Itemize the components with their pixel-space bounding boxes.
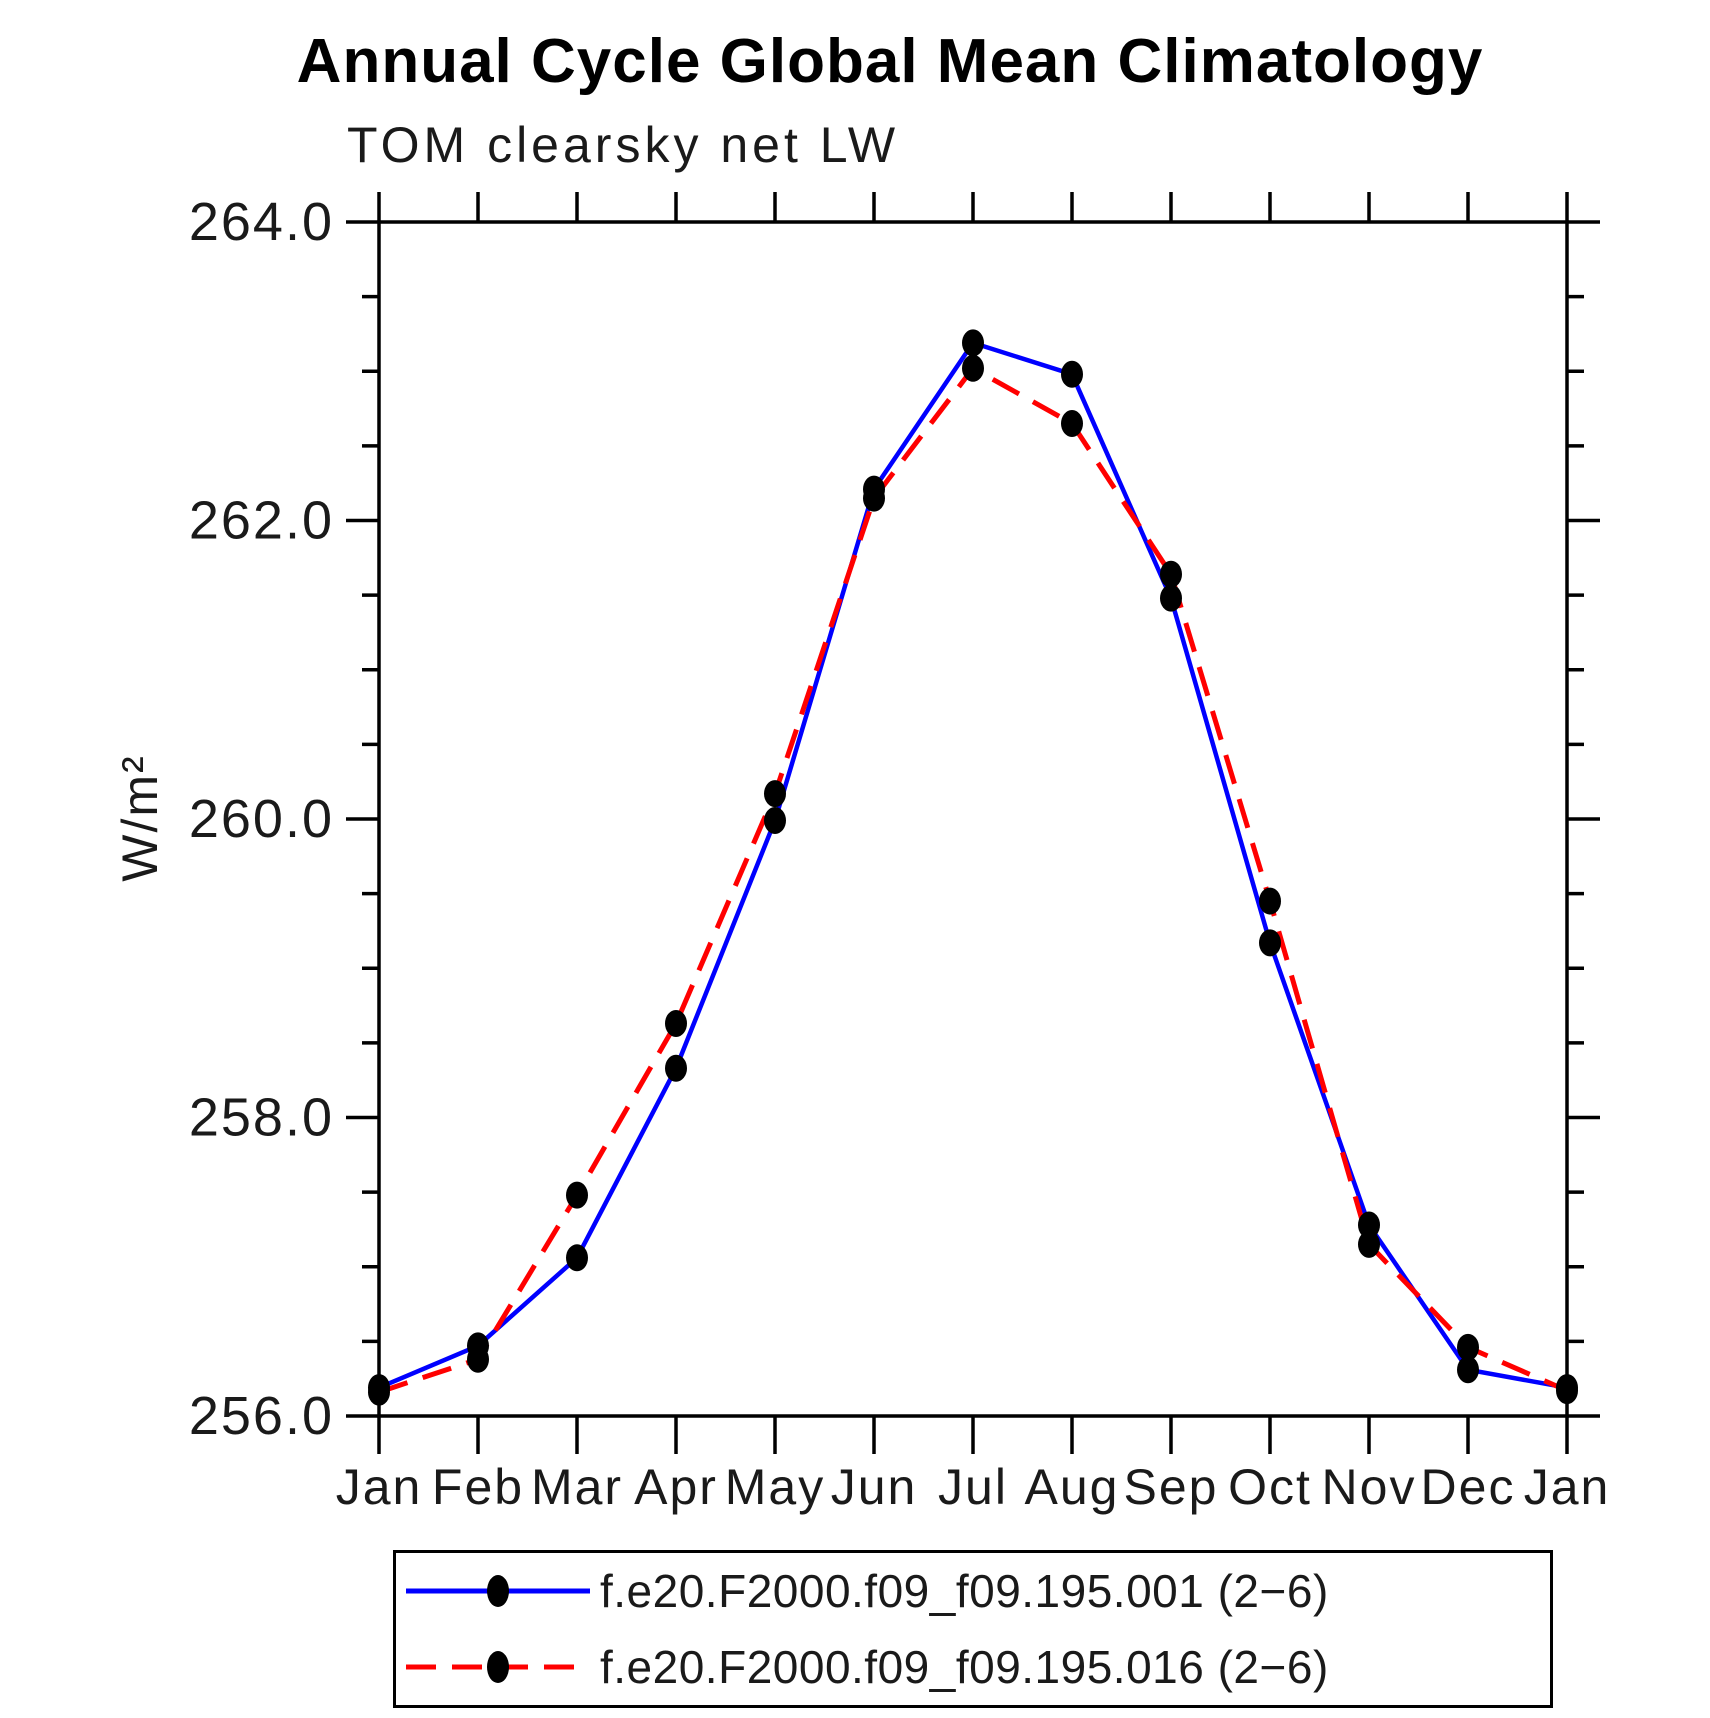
legend-marker-icon — [487, 1575, 509, 1607]
data-point — [566, 1244, 588, 1272]
data-point — [764, 806, 786, 834]
data-point — [1259, 887, 1281, 915]
x-tick-label: Nov — [1322, 1459, 1417, 1515]
x-tick-label: Jan — [1524, 1459, 1611, 1515]
x-tick-label: Jan — [336, 1459, 423, 1515]
data-point — [1160, 584, 1182, 612]
data-point — [764, 780, 786, 808]
legend-line-dashed-icon — [406, 1651, 590, 1683]
legend-label-series1: f.e20.F2000.f09_f09.195.001 (2−6) — [600, 1565, 1329, 1617]
data-point — [1061, 360, 1083, 388]
legend-line-solid-icon — [406, 1575, 590, 1607]
x-tick-label: Sep — [1124, 1459, 1219, 1515]
data-point — [1259, 929, 1281, 957]
data-point — [566, 1181, 588, 1209]
y-tick-label: 262.0 — [189, 491, 334, 551]
data-point — [962, 354, 984, 382]
legend-item-series2: f.e20.F2000.f09_f09.195.016 (2−6) — [396, 1634, 1550, 1700]
legend: f.e20.F2000.f09_f09.195.001 (2−6) f.e20.… — [393, 1550, 1553, 1708]
x-tick-label: Mar — [531, 1459, 623, 1515]
data-point — [1358, 1230, 1380, 1258]
data-point — [368, 1378, 390, 1406]
data-point — [1556, 1377, 1578, 1405]
data-point — [467, 1345, 489, 1373]
data-point — [1457, 1356, 1479, 1384]
data-point — [1358, 1211, 1380, 1239]
chart-title: Annual Cycle Global Mean Climatology — [296, 27, 1484, 96]
x-tick-label: Dec — [1421, 1459, 1516, 1515]
data-point — [1160, 560, 1182, 588]
series-line-2 — [378, 365, 1569, 1395]
x-tick-label: Jun — [831, 1459, 918, 1515]
x-tick-label: Jul — [938, 1459, 1008, 1515]
plot-frame — [377, 220, 1569, 1418]
x-tick-label: Oct — [1228, 1459, 1312, 1515]
y-tick-label: 258.0 — [189, 1088, 334, 1148]
data-point — [665, 1054, 687, 1082]
y-tick-label: 256.0 — [189, 1386, 334, 1446]
legend-label-series2: f.e20.F2000.f09_f09.195.016 (2−6) — [600, 1641, 1329, 1693]
x-tick-label: May — [725, 1459, 825, 1515]
legend-marker-icon — [487, 1651, 509, 1683]
data-point — [1061, 409, 1083, 437]
x-tick-label: Apr — [634, 1459, 718, 1515]
y-tick-label: 264.0 — [189, 192, 334, 252]
data-point — [863, 484, 885, 512]
data-point — [962, 329, 984, 357]
data-point — [1457, 1333, 1479, 1361]
chart-subtitle: TOM clearsky net LW — [347, 117, 900, 173]
y-tick-label: 260.0 — [189, 789, 334, 849]
x-tick-label: Feb — [432, 1459, 524, 1515]
data-point — [665, 1009, 687, 1037]
legend-item-series1: f.e20.F2000.f09_f09.195.001 (2−6) — [396, 1558, 1550, 1624]
x-tick-label: Aug — [1025, 1459, 1120, 1515]
